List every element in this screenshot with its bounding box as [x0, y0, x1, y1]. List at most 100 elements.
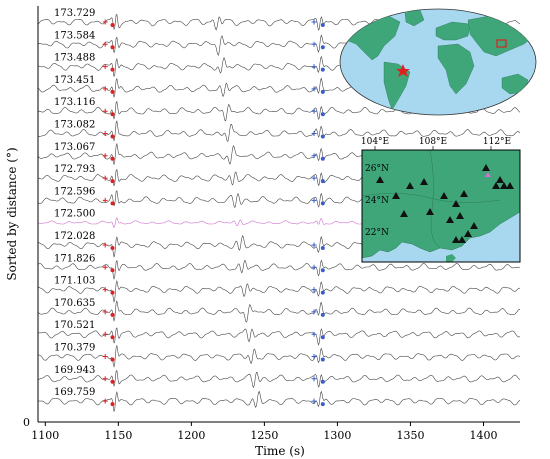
pick-red-dot: [110, 312, 115, 317]
pick-blue-dot: [320, 23, 325, 27]
station-triangle-icon: [452, 200, 460, 207]
trace-170.521: [37, 327, 521, 346]
lat-label-24: 24°N: [365, 196, 389, 206]
distance-label: 169.943: [54, 365, 95, 376]
pick-red-plus: [102, 309, 108, 315]
y-tick-label-0: 0: [23, 416, 30, 429]
station-triangle-icon: [482, 164, 490, 171]
pick-blue-plus: [311, 264, 317, 270]
station-triangle-icon: [406, 182, 414, 189]
station-triangle-icon: [452, 236, 460, 243]
pick-blue-dot: [320, 312, 325, 317]
pick-blue-dot: [320, 335, 325, 340]
pick-blue-plus: [311, 175, 317, 181]
pick-blue-dot: [320, 379, 325, 384]
pick-blue-plus: [311, 64, 317, 70]
station-triangle-icon: [460, 190, 468, 197]
x-tick-label-1400: 1400: [469, 429, 497, 442]
pick-blue-dot: [320, 45, 325, 50]
station-triangle-icon: [392, 192, 400, 199]
distance-label: 169.759: [54, 387, 95, 398]
distance-label: 172.793: [54, 164, 95, 175]
distance-label: 170.635: [54, 298, 95, 309]
station-triangle-icon: [420, 178, 428, 185]
trace-169.943: [37, 370, 521, 389]
pick-blue-dot: [320, 201, 325, 206]
pick-red-dot: [110, 89, 115, 94]
pick-red-plus: [102, 131, 108, 136]
station-triangle-icon: [500, 182, 508, 189]
x-tick-label-1300: 1300: [323, 429, 351, 442]
pick-red-dot: [110, 379, 115, 384]
station-triangle-icon: [456, 212, 464, 219]
station-triangle-icon: [440, 192, 448, 199]
pick-blue-dot: [320, 290, 325, 295]
station-markers: [376, 164, 514, 243]
distance-label: 173.116: [54, 97, 95, 108]
pick-blue-plus: [311, 376, 317, 382]
trace-169.759: [37, 390, 521, 413]
pick-blue-plus: [311, 354, 317, 359]
pick-red-dot: [110, 402, 115, 407]
station-triangle-icon: [492, 182, 500, 189]
pick-red-dot: [110, 268, 115, 273]
pick-red-plus: [102, 108, 108, 114]
trace-173.082: [37, 120, 521, 142]
pick-red-plus: [102, 175, 108, 181]
lat-label-26: 26°N: [365, 164, 389, 174]
distance-label: 170.379: [54, 343, 95, 354]
pick-blue-dot: [320, 134, 325, 139]
station-triangle-icon: [464, 230, 472, 237]
lon-label-112: 112°E: [483, 137, 511, 147]
pick-blue-plus: [311, 41, 317, 47]
station-triangle-icon: [458, 236, 466, 243]
pick-blue-plus: [311, 197, 317, 203]
pick-red-plus: [102, 153, 108, 159]
pick-blue-plus: [311, 309, 317, 315]
axes: 1100 1150 1200 1250 1300 1350 1400 0 Time (s) …: [5, 6, 520, 458]
pick-blue-plus: [311, 287, 317, 293]
europe-land: [435, 21, 471, 41]
pick-red-dot: [110, 112, 115, 117]
y-axis-title: Sorted by distance (°): [5, 147, 19, 280]
pick-blue-plus: [311, 331, 317, 337]
pick-blue-plus: [311, 153, 317, 159]
distance-label: 173.488: [54, 53, 95, 64]
pick-blue-dot: [320, 357, 325, 362]
study-region-box: [496, 39, 507, 48]
pick-blue-dot: [320, 112, 325, 117]
hainan-island: [446, 254, 456, 262]
pick-red-plus: [102, 86, 108, 92]
pick-blue-plus: [311, 242, 317, 248]
pick-blue-dot: [320, 402, 325, 407]
pick-blue-dot: [320, 268, 325, 273]
pick-blue-dot: [320, 179, 325, 184]
distance-label: 170.521: [54, 320, 95, 331]
pick-red-dot: [110, 357, 115, 362]
x-tick-label-1250: 1250: [250, 429, 278, 442]
distance-label: 173.067: [54, 142, 95, 153]
pick-blue-plus: [311, 19, 317, 25]
trace-170.635: [37, 300, 521, 323]
pick-red-dot: [110, 134, 115, 139]
station-triangle-icon: [376, 176, 384, 183]
pick-red-plus: [102, 64, 108, 70]
pick-blue-dot: [320, 246, 325, 250]
pick-red-dot: [110, 335, 115, 340]
trace-170.379: [37, 344, 521, 368]
pick-red-plus: [102, 398, 108, 404]
distance-label: 173.584: [54, 30, 95, 41]
x-tick-label-1150: 1150: [104, 429, 132, 442]
station-triangle-icon: [446, 216, 454, 223]
x-tick-label-1350: 1350: [396, 429, 424, 442]
pick-red-plus: [102, 197, 108, 203]
station-triangle-icon: [426, 208, 434, 215]
pick-red-plus: [102, 354, 108, 359]
distance-labels: 173.729 173.584 173.488 173.451 173.116 173.0…: [54, 8, 95, 398]
distance-label: 172.500: [54, 209, 95, 220]
pick-blue-dot: [320, 89, 325, 94]
pick-blue-dot: [320, 156, 325, 161]
distance-label: 171.103: [54, 276, 95, 287]
station-triangle-icon: [470, 222, 478, 229]
